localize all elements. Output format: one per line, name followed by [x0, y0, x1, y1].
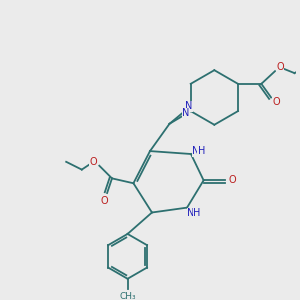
Text: O: O	[228, 175, 236, 185]
Text: N: N	[185, 101, 193, 111]
Text: N: N	[182, 108, 190, 118]
Text: O: O	[272, 97, 280, 107]
Text: H: H	[193, 208, 200, 218]
Text: O: O	[100, 196, 108, 206]
Text: N: N	[192, 146, 200, 156]
Text: O: O	[276, 62, 284, 72]
Text: CH₃: CH₃	[119, 292, 136, 300]
Text: O: O	[90, 157, 97, 167]
Text: N: N	[187, 208, 195, 218]
Text: H: H	[198, 146, 205, 156]
